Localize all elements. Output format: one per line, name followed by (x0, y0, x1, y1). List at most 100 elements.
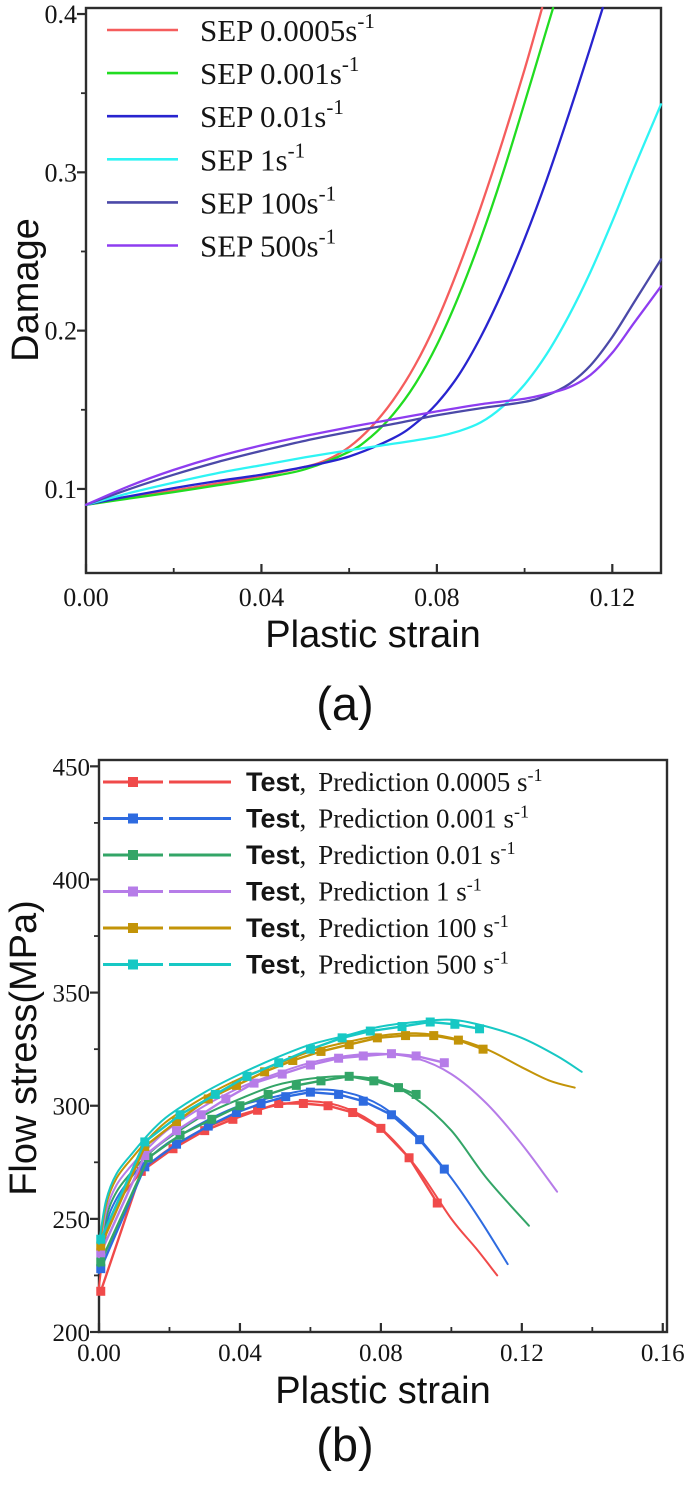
b-test-marker-5 (305, 1044, 315, 1054)
a-series-line-5 (84, 285, 663, 506)
b-legend-label: Test, Prediction 1 s-1 (246, 875, 482, 907)
b-test-marker-3 (277, 1069, 287, 1079)
b-test-marker-4 (401, 1031, 411, 1041)
b-test-marker-5 (425, 1017, 435, 1027)
b-test-marker-2 (394, 1083, 404, 1093)
b-legend-label: Test, Prediction 0.0005 s-1 (246, 765, 543, 797)
b-legend-label: Test, Prediction 0.01 s-1 (246, 838, 516, 870)
a-x-tick-label: 0.04 (239, 583, 285, 612)
b-y-tick-label: 250 (53, 1207, 91, 1234)
b-test-marker-1 (281, 1092, 291, 1102)
b-test-marker-4 (478, 1044, 488, 1054)
a-legend-entry-4: SEP 100s-1 (107, 181, 336, 220)
a-legend-label: SEP 0.001s-1 (200, 52, 359, 91)
b-x-tick-label: 0.16 (641, 1340, 685, 1367)
b-test-marker-5 (337, 1033, 347, 1043)
a-series-line-2 (84, 6, 604, 506)
b-test-marker-2 (291, 1080, 301, 1090)
b-test-marker-1 (96, 1264, 106, 1274)
b-test-marker-0 (298, 1098, 308, 1108)
b-test-marker-3 (249, 1078, 259, 1088)
b-x-tick-label: 0.12 (500, 1340, 544, 1367)
b-legend-test-marker-sample (128, 959, 138, 970)
b-test-marker-3 (358, 1051, 368, 1061)
a-legend-entry-2: SEP 0.01s-1 (107, 95, 344, 134)
b-test-marker-0 (274, 1098, 284, 1108)
b-test-marker-4 (288, 1055, 298, 1065)
b-test-marker-0 (200, 1126, 210, 1136)
panel-b-caption: (b) (316, 1418, 373, 1471)
b-test-marker-4 (453, 1035, 463, 1045)
b-test-marker-5 (475, 1024, 485, 1034)
b-prediction-line-2 (98, 1075, 530, 1268)
b-test-marker-3 (411, 1051, 421, 1061)
b-legend-test-marker-sample (128, 886, 138, 897)
b-test-marker-4 (344, 1040, 354, 1050)
b-test-line-5 (99, 1020, 481, 1241)
a-y-tick-label: 0.3 (45, 158, 78, 187)
b-test-marker-5 (242, 1071, 252, 1081)
b-legend-entry-1: Test, Prediction 0.001 s-1 (103, 802, 529, 834)
b-test-marker-3 (305, 1060, 315, 1070)
b-test-marker-4 (231, 1080, 241, 1090)
b-y-tick-label: 400 (53, 867, 91, 894)
b-legend-label: Test, Prediction 500 s-1 (246, 948, 509, 980)
panel-b-legend: Test, Prediction 0.0005 s-1 Test, Predictio… (103, 765, 543, 980)
b-test-marker-4 (96, 1241, 106, 1251)
b-test-marker-2 (175, 1130, 185, 1140)
a-legend-label: SEP 500s-1 (200, 225, 336, 264)
panel-a-x-axis-title: Plastic strain (265, 614, 480, 656)
b-legend-test-marker-sample (128, 923, 138, 933)
b-test-marker-3 (96, 1248, 106, 1258)
b-legend-label: Test, Prediction 0.001 s-1 (246, 802, 529, 834)
b-test-marker-2 (96, 1257, 106, 1267)
panel-a-series (84, 6, 663, 506)
b-test-marker-3 (140, 1151, 150, 1161)
b-test-marker-0 (348, 1108, 358, 1118)
a-series-line-4 (84, 258, 663, 506)
b-y-tick-label: 200 (53, 1320, 91, 1347)
b-test-marker-4 (140, 1141, 150, 1151)
b-y-tick-label: 450 (53, 754, 91, 781)
panel-b: 0.00 0.04 0.08 0.12 0.16 200 250 300 350 400 450 T… (3, 754, 685, 1471)
b-legend-entry-3: Test, Prediction 1 s-1 (103, 875, 482, 907)
a-legend-entry-5: SEP 500s-1 (107, 225, 336, 264)
b-test-marker-3 (172, 1126, 182, 1136)
b-test-marker-1 (305, 1087, 315, 1097)
a-y-tick-label: 0.1 (45, 475, 78, 504)
panel-b-x-axis-title: Plastic strain (275, 1370, 490, 1412)
b-test-marker-1 (415, 1135, 425, 1145)
b-test-marker-1 (439, 1164, 449, 1174)
b-x-tick-label: 0.00 (77, 1340, 121, 1367)
panel-b-y-axis-title: Flow stress(MPa) (3, 900, 45, 1196)
b-legend-label: Test, Prediction 100 s-1 (246, 911, 509, 943)
a-series-line-1 (84, 6, 555, 506)
panel-a-legend: SEP 0.0005s-1 SEP 0.001s-1 SEP 0.01s-1 SEP … (107, 9, 375, 264)
b-test-marker-2 (411, 1089, 421, 1099)
b-test-marker-2 (316, 1076, 326, 1086)
panel-b-ticks: 0.00 0.04 0.08 0.12 0.16 200 250 300 350 400 450 (53, 754, 685, 1367)
b-legend-entry-5: Test, Prediction 500 s-1 (103, 948, 509, 980)
b-test-marker-1 (256, 1098, 266, 1108)
b-test-marker-1 (386, 1110, 396, 1120)
b-test-marker-0 (376, 1123, 386, 1133)
b-legend-test-marker-sample (128, 777, 138, 787)
b-test-marker-3 (334, 1053, 344, 1063)
a-legend-label: SEP 100s-1 (200, 181, 336, 220)
panel-b-frame (97, 758, 669, 1334)
b-test-marker-4 (429, 1031, 439, 1041)
b-x-tick-label: 0.04 (218, 1340, 262, 1367)
b-test-marker-0 (404, 1153, 414, 1163)
b-test-marker-3 (196, 1110, 206, 1120)
b-test-marker-2 (369, 1076, 379, 1086)
panel-a-y-axis-title: Damage (5, 218, 47, 362)
a-legend-entry-1: SEP 0.001s-1 (107, 52, 359, 91)
b-test-marker-0 (432, 1198, 442, 1208)
a-series-line-3 (84, 103, 663, 506)
a-y-tick-label: 0.4 (45, 0, 78, 29)
b-test-marker-1 (203, 1121, 213, 1131)
b-test-marker-0 (96, 1286, 106, 1296)
panel-b-series (96, 1017, 583, 1296)
b-test-marker-4 (260, 1067, 270, 1077)
